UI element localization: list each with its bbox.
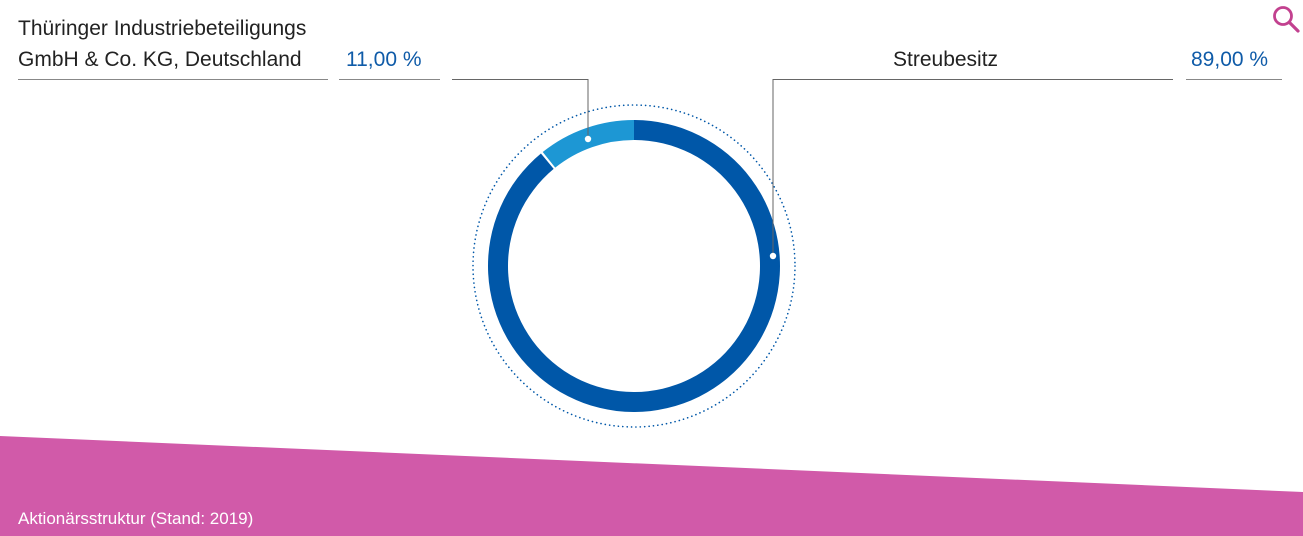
- leader-line-streubesitz: [772, 79, 1173, 256]
- slice-label-thueringer-line1: Thüringer Industriebeteiligungs: [18, 17, 306, 40]
- slice-value-streubesitz: 89,00 %: [1191, 48, 1268, 71]
- outer-dotted-ring: [472, 104, 796, 428]
- slice-value-thueringer: 11,00 %: [346, 48, 422, 71]
- chart-caption: Aktionärsstruktur (Stand: 2019): [18, 509, 253, 528]
- leader-dot-thueringer: [584, 135, 592, 143]
- slice-label-thueringer-line2: GmbH & Co. KG, Deutschland: [18, 48, 302, 71]
- caption-band: [0, 436, 1303, 536]
- slice-thueringer[interactable]: [542, 120, 634, 168]
- leader-line-thueringer: [452, 79, 589, 139]
- slice-label-streubesitz: Streubesitz: [893, 48, 998, 71]
- search-icon[interactable]: [1273, 6, 1300, 33]
- slice-streubesitz[interactable]: [487, 120, 780, 412]
- leader-dot-streubesitz: [769, 252, 777, 260]
